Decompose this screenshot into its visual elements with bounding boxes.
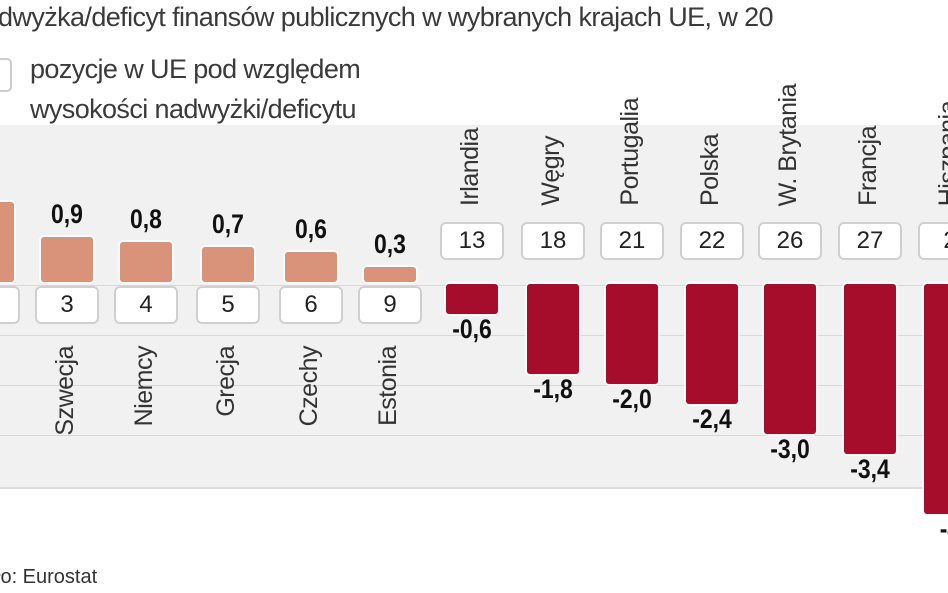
category-label: Grecja [212,346,240,417]
bar-Portugalia [606,284,658,384]
category-label: Irlandia [456,128,484,206]
value-label: -0,6 [452,314,492,344]
category-label: Francja [854,126,882,206]
bar-W. Brytania [764,284,816,434]
rank-box: 6 [279,286,343,324]
value-label: -3,4 [850,454,890,484]
value-label: -2,0 [612,384,652,414]
category-label: Węgry [537,136,565,206]
category-label: Czechy [295,346,323,427]
category-label: Szwecja [51,346,79,436]
legend-text-line1: pozycje w UE pod względem [30,54,361,84]
rank-box: 9 [358,286,422,324]
category-label: Polska [696,133,724,206]
bar-Hiszpania [924,284,948,514]
bar-Szwecja [41,237,93,282]
bar-cut [0,202,14,282]
legend-text-line2: wysokości nadwyżki/deficytu [30,94,357,124]
category-label: Hiszpania [934,100,948,206]
gridline [0,435,948,436]
gridline [0,385,948,386]
rank-box: 3 [35,286,99,324]
category-label: Estonia [374,346,402,426]
value-label: -2,4 [692,404,732,434]
source-note: ło: Eurostat [0,566,98,588]
category-label: Portugalia [616,98,644,206]
bar-Niemcy [120,242,172,282]
bar-Grecja [202,247,254,282]
gridline [0,335,948,336]
category-label: Niemcy [130,346,158,427]
value-label: -3,0 [770,434,810,464]
category-label: W. Brytania [774,83,802,206]
value-label: 0,7 [212,209,244,239]
rank-box: 26 [758,222,822,260]
rank-box: 22 [680,222,744,260]
bar-Węgry [527,284,579,374]
bar-Francja [844,284,896,454]
rank-box: 13 [440,222,504,260]
value-label: 6 [0,164,26,195]
rank-box: 4 [114,286,178,324]
value-label: 0,9 [51,199,83,229]
value-label: -1,8 [533,374,573,404]
rank-box: 27 [838,222,902,260]
value-label: 0,8 [130,204,162,234]
bar-Polska [686,284,738,404]
rank-box: 2 [918,222,948,260]
bar-Czechy [285,252,337,282]
rank-box [0,286,20,324]
rank-box: 21 [600,222,664,260]
legend-swatch [0,58,12,92]
bar-Irlandia [446,284,498,314]
value-label: 0,6 [295,214,327,244]
rank-box: 18 [521,222,585,260]
chart-title: dwyżka/deficyt finansów publicznych w wy… [0,2,774,32]
rank-box: 5 [196,286,260,324]
value-label: -4 [939,514,948,544]
value-label: 0,3 [374,229,406,259]
bar-Estonia [364,267,416,282]
